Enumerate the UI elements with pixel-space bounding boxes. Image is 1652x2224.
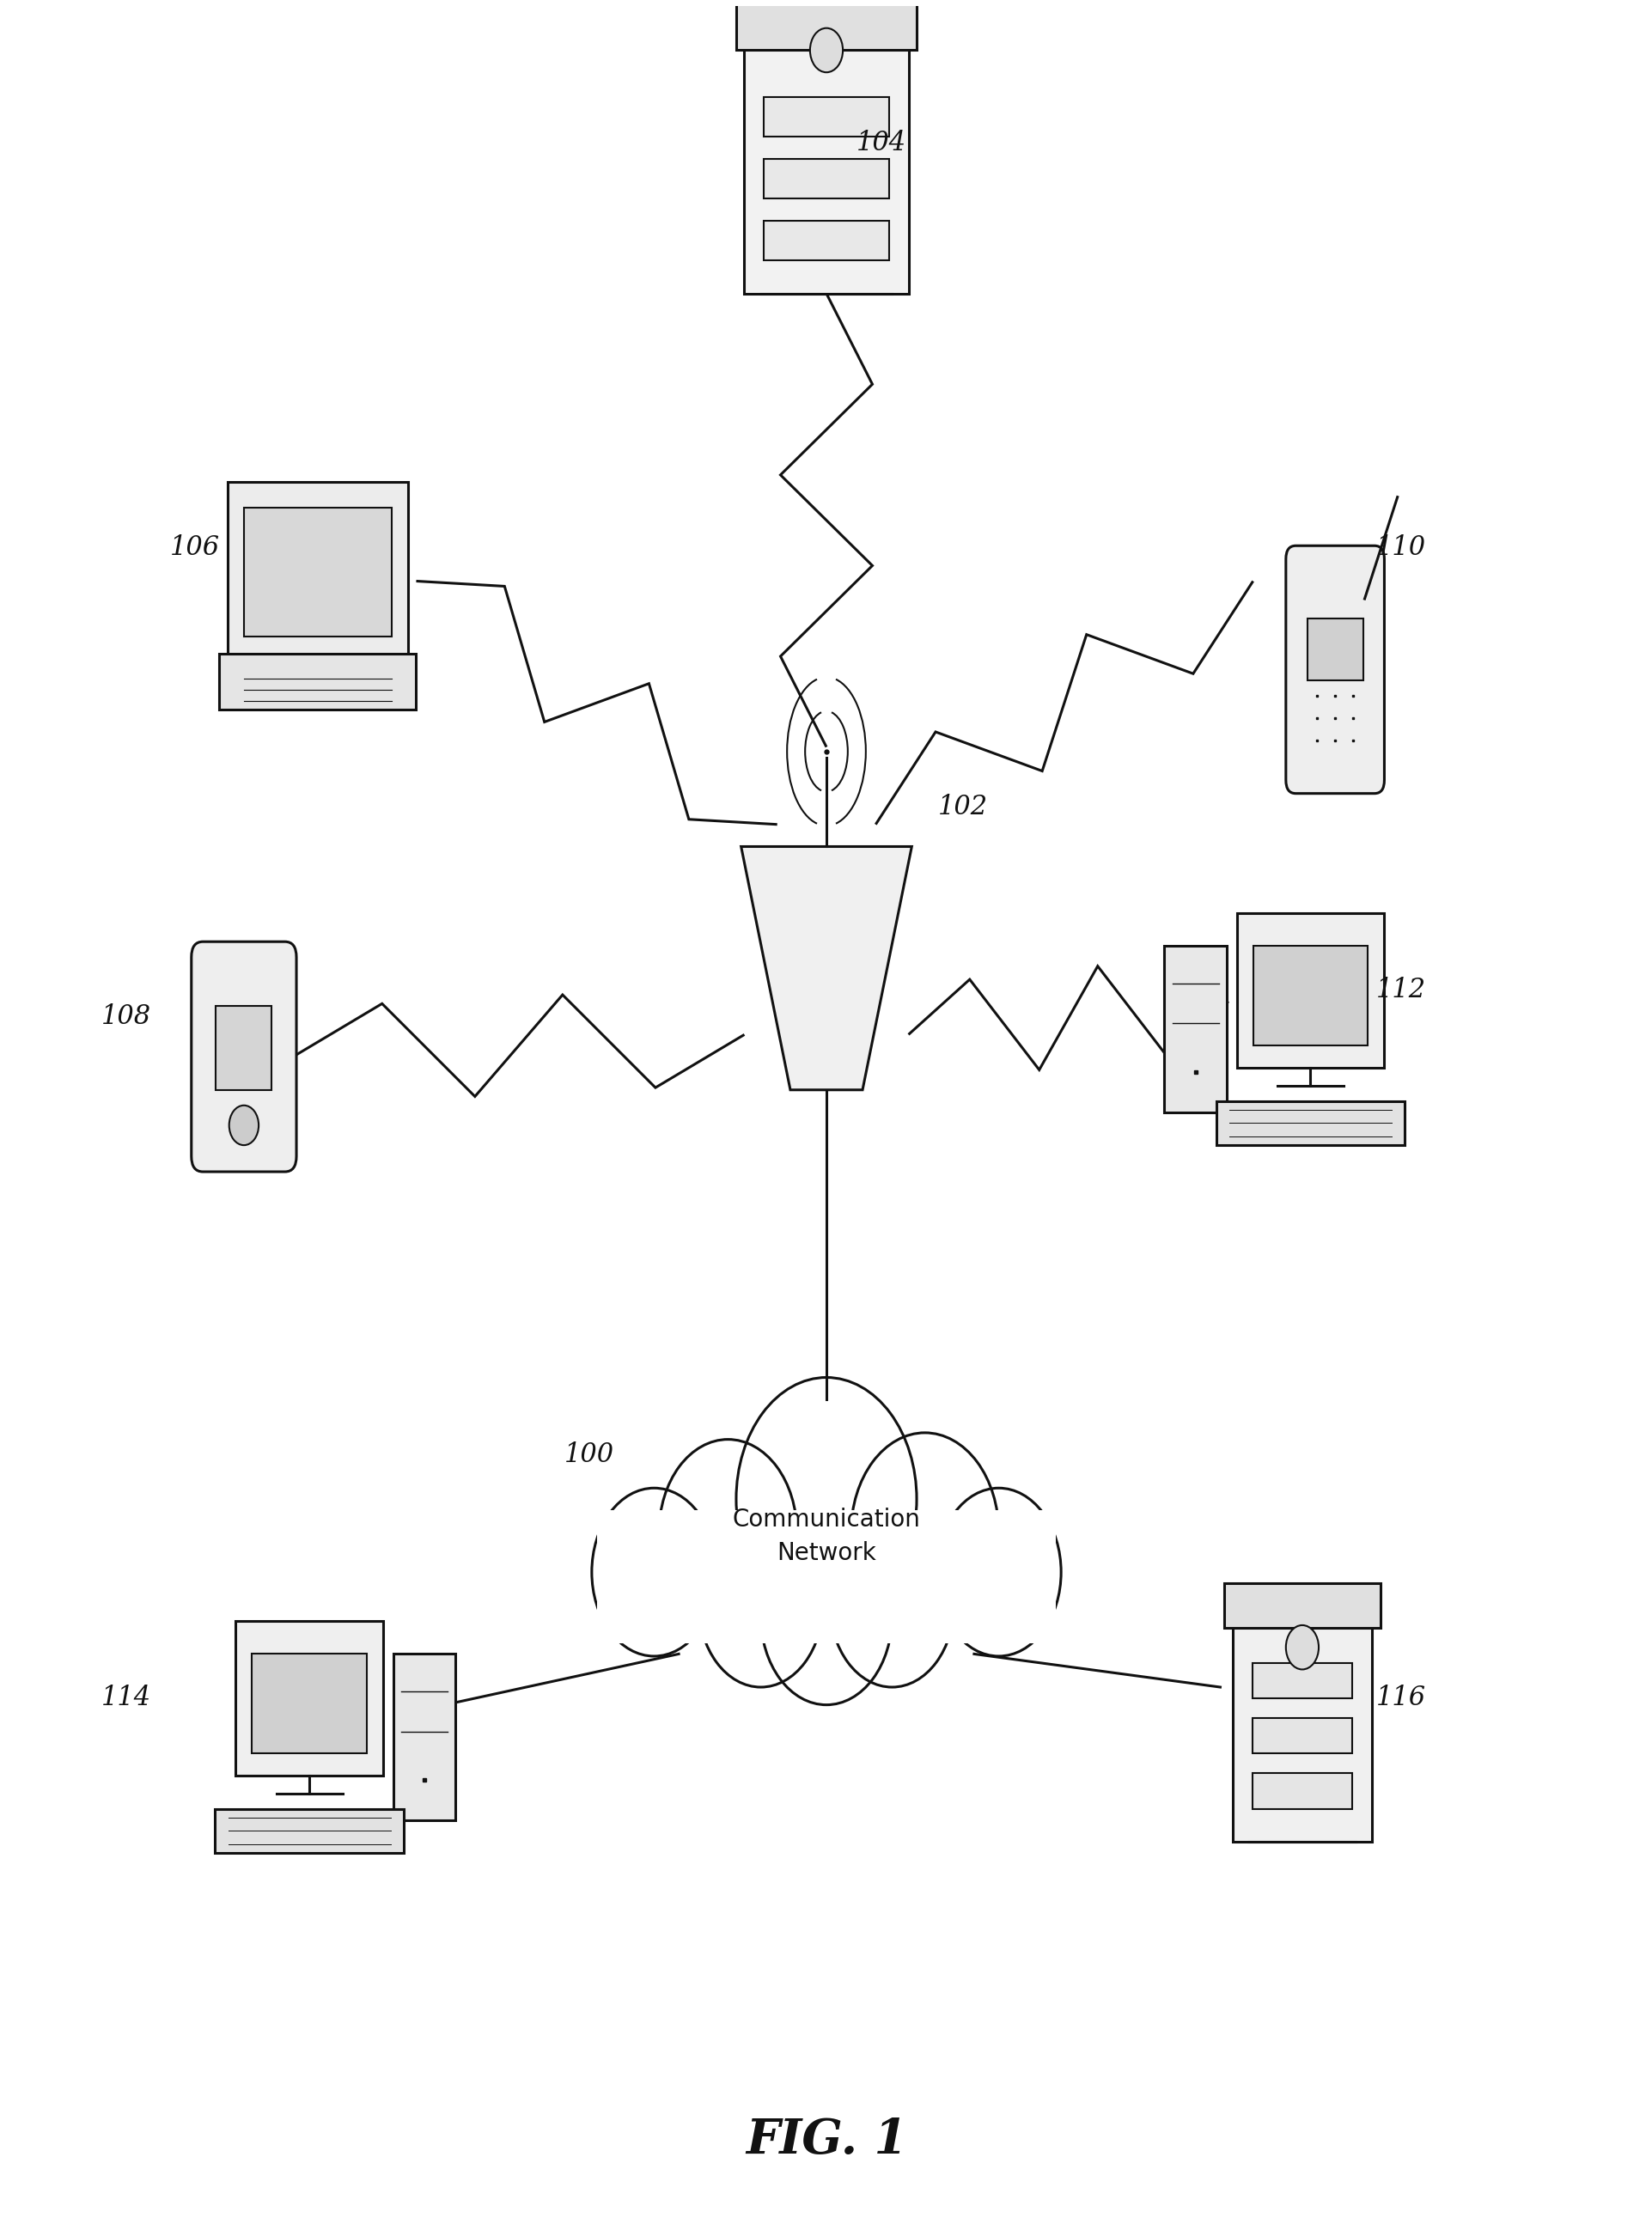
Circle shape <box>735 1377 917 1621</box>
Bar <box>244 507 392 636</box>
Bar <box>253 1655 367 1753</box>
Text: Communication
Network: Communication Network <box>732 1508 920 1566</box>
Bar <box>215 1808 403 1853</box>
Bar <box>1232 1588 1371 1841</box>
FancyBboxPatch shape <box>192 941 296 1172</box>
Bar <box>216 1005 271 1090</box>
Text: FIG. 1: FIG. 1 <box>745 2117 907 2164</box>
Bar <box>743 7 909 294</box>
Circle shape <box>659 1439 796 1626</box>
Text: 116: 116 <box>1376 1686 1426 1712</box>
Circle shape <box>829 1519 953 1688</box>
Bar <box>236 1621 383 1775</box>
Text: 110: 110 <box>1376 534 1426 560</box>
Text: 100: 100 <box>563 1441 613 1468</box>
Polygon shape <box>740 847 912 1090</box>
Bar <box>1252 1773 1351 1808</box>
Bar <box>1216 1101 1404 1145</box>
Bar <box>1252 1664 1351 1699</box>
Circle shape <box>937 1488 1061 1657</box>
Bar <box>1252 945 1368 1045</box>
Bar <box>596 1510 1056 1644</box>
FancyBboxPatch shape <box>1285 545 1384 794</box>
Text: 112: 112 <box>1376 976 1426 1003</box>
Circle shape <box>230 1105 258 1145</box>
Circle shape <box>809 29 843 73</box>
Bar <box>393 1655 456 1819</box>
Bar <box>1224 1583 1379 1628</box>
Circle shape <box>699 1519 823 1688</box>
Circle shape <box>851 1432 998 1632</box>
Bar <box>1236 912 1384 1068</box>
FancyBboxPatch shape <box>228 483 408 658</box>
Circle shape <box>1285 1626 1318 1670</box>
Bar <box>1307 618 1363 681</box>
Bar <box>735 2 917 51</box>
Bar <box>763 96 889 136</box>
Text: 104: 104 <box>856 129 905 156</box>
Bar <box>1252 1719 1351 1753</box>
Text: 106: 106 <box>170 534 220 560</box>
FancyBboxPatch shape <box>220 654 416 709</box>
Bar <box>763 220 889 260</box>
Text: 114: 114 <box>101 1686 150 1712</box>
Text: 102: 102 <box>938 794 988 821</box>
Circle shape <box>591 1488 715 1657</box>
Circle shape <box>760 1528 892 1706</box>
Text: 108: 108 <box>101 1003 150 1030</box>
Bar <box>1165 945 1226 1112</box>
Bar <box>763 158 889 198</box>
